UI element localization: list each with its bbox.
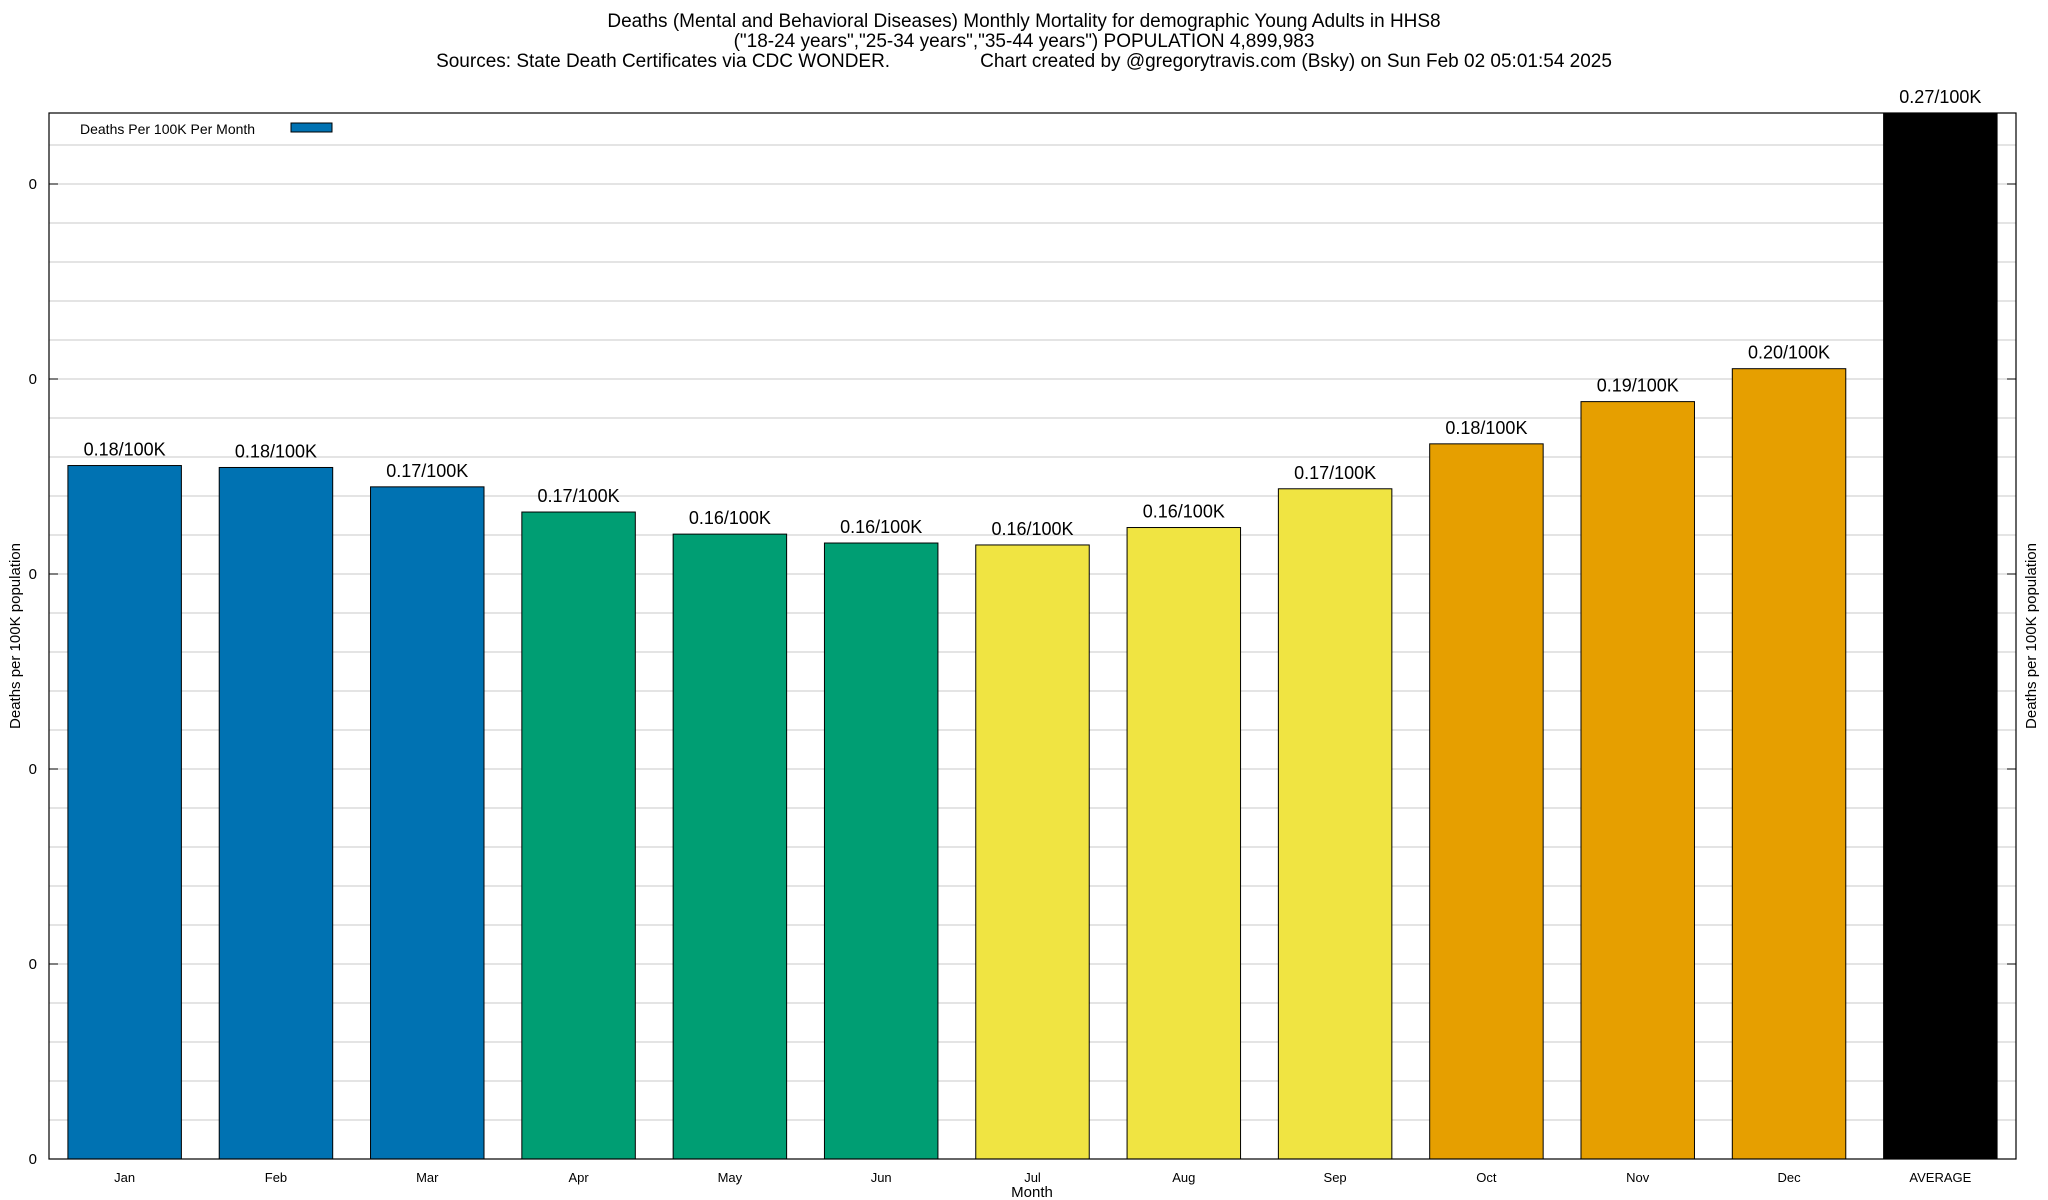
data-label-feb: 0.18/100K	[235, 441, 317, 461]
bar-aug	[1126, 527, 1242, 1160]
x-tick-label-oct: Oct	[1476, 1170, 1497, 1185]
chart-source-line: Sources: State Death Certificates via CD…	[0, 52, 2048, 72]
x-tick-label-nov: Nov	[1626, 1170, 1650, 1185]
data-label-jan: 0.18/100K	[84, 440, 166, 460]
bar-feb	[218, 466, 334, 1160]
data-label-sep: 0.17/100K	[1294, 463, 1376, 483]
y-tick-label: 0	[29, 176, 37, 193]
chart-credit: Chart created by @gregorytravis.com (Bsk…	[980, 51, 1612, 72]
x-tick-label-average: AVERAGE	[1909, 1170, 1971, 1185]
bar-sep	[1277, 488, 1393, 1160]
data-label-dec: 0.20/100K	[1748, 343, 1830, 363]
x-tick-label-apr: Apr	[568, 1170, 589, 1185]
bar-jun	[823, 542, 939, 1160]
chart-sources: Sources: State Death Certificates via CD…	[436, 51, 891, 72]
y-axis-title-right: Deaths per 100K population	[2023, 543, 2040, 729]
bar-mar	[370, 486, 485, 1160]
data-label-oct: 0.18/100K	[1445, 418, 1527, 438]
x-tick-label-dec: Dec	[1777, 1170, 1801, 1185]
y-tick-label: 0	[29, 761, 37, 778]
bar-nov	[1580, 401, 1695, 1160]
data-label-jun: 0.16/100K	[840, 517, 922, 537]
data-label-average: 0.27/100K	[1899, 87, 1981, 107]
data-label-aug: 0.16/100K	[1143, 502, 1225, 522]
data-label-jul: 0.16/100K	[991, 519, 1073, 539]
chart-title: Deaths (Mental and Behavioral Diseases) …	[607, 11, 1441, 32]
legend-label: Deaths Per 100K Per Month	[80, 121, 255, 137]
x-tick-label-mar: Mar	[416, 1170, 439, 1185]
y-tick-label: 0	[29, 1151, 37, 1168]
bars-layer	[67, 112, 1998, 1160]
x-tick-label-may: May	[718, 1170, 743, 1185]
bar-apr	[521, 511, 636, 1160]
labels-layer: 0 0 0 0 0 0 0.18/100K Jan 0.18/100K Feb 0.17/100K M…	[29, 87, 1982, 1185]
chart-title-block: Deaths (Mental and Behavioral Diseases) …	[0, 12, 2048, 72]
x-tick-label-aug: Aug	[1172, 1170, 1195, 1185]
x-tick-label-sep: Sep	[1324, 1170, 1347, 1185]
chart-subtitle: ("18-24 years","25-34 years","35-44 year…	[733, 31, 1315, 52]
y-tick-label: 0	[29, 371, 37, 388]
y-tick-label: 0	[29, 956, 37, 973]
x-tick-label-jun: Jun	[871, 1170, 892, 1185]
bar-average	[1883, 112, 1998, 1160]
data-label-may: 0.16/100K	[689, 508, 771, 528]
legend: Deaths Per 100K Per Month	[80, 121, 333, 137]
bar-jan	[67, 465, 182, 1160]
x-tick-label-jan: Jan	[114, 1170, 135, 1185]
data-label-nov: 0.19/100K	[1597, 376, 1679, 396]
x-tick-label-jul: Jul	[1024, 1170, 1041, 1185]
bar-dec	[1731, 368, 1847, 1160]
x-axis-title: Month	[1011, 1184, 1053, 1200]
y-tick-label: 0	[29, 566, 37, 583]
plot-frame	[48, 112, 2017, 1160]
bar-may	[672, 533, 788, 1160]
legend-swatch	[290, 122, 333, 133]
bar-jul	[975, 544, 1090, 1160]
bar-oct	[1429, 443, 1544, 1160]
data-label-apr: 0.17/100K	[538, 486, 620, 506]
x-tick-label-feb: Feb	[265, 1170, 287, 1185]
data-label-mar: 0.17/100K	[386, 461, 468, 481]
y-axis-title-left: Deaths per 100K population	[7, 543, 24, 729]
